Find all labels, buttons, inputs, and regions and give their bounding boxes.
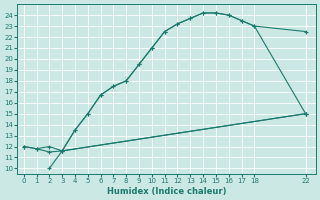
X-axis label: Humidex (Indice chaleur): Humidex (Indice chaleur) xyxy=(107,187,226,196)
